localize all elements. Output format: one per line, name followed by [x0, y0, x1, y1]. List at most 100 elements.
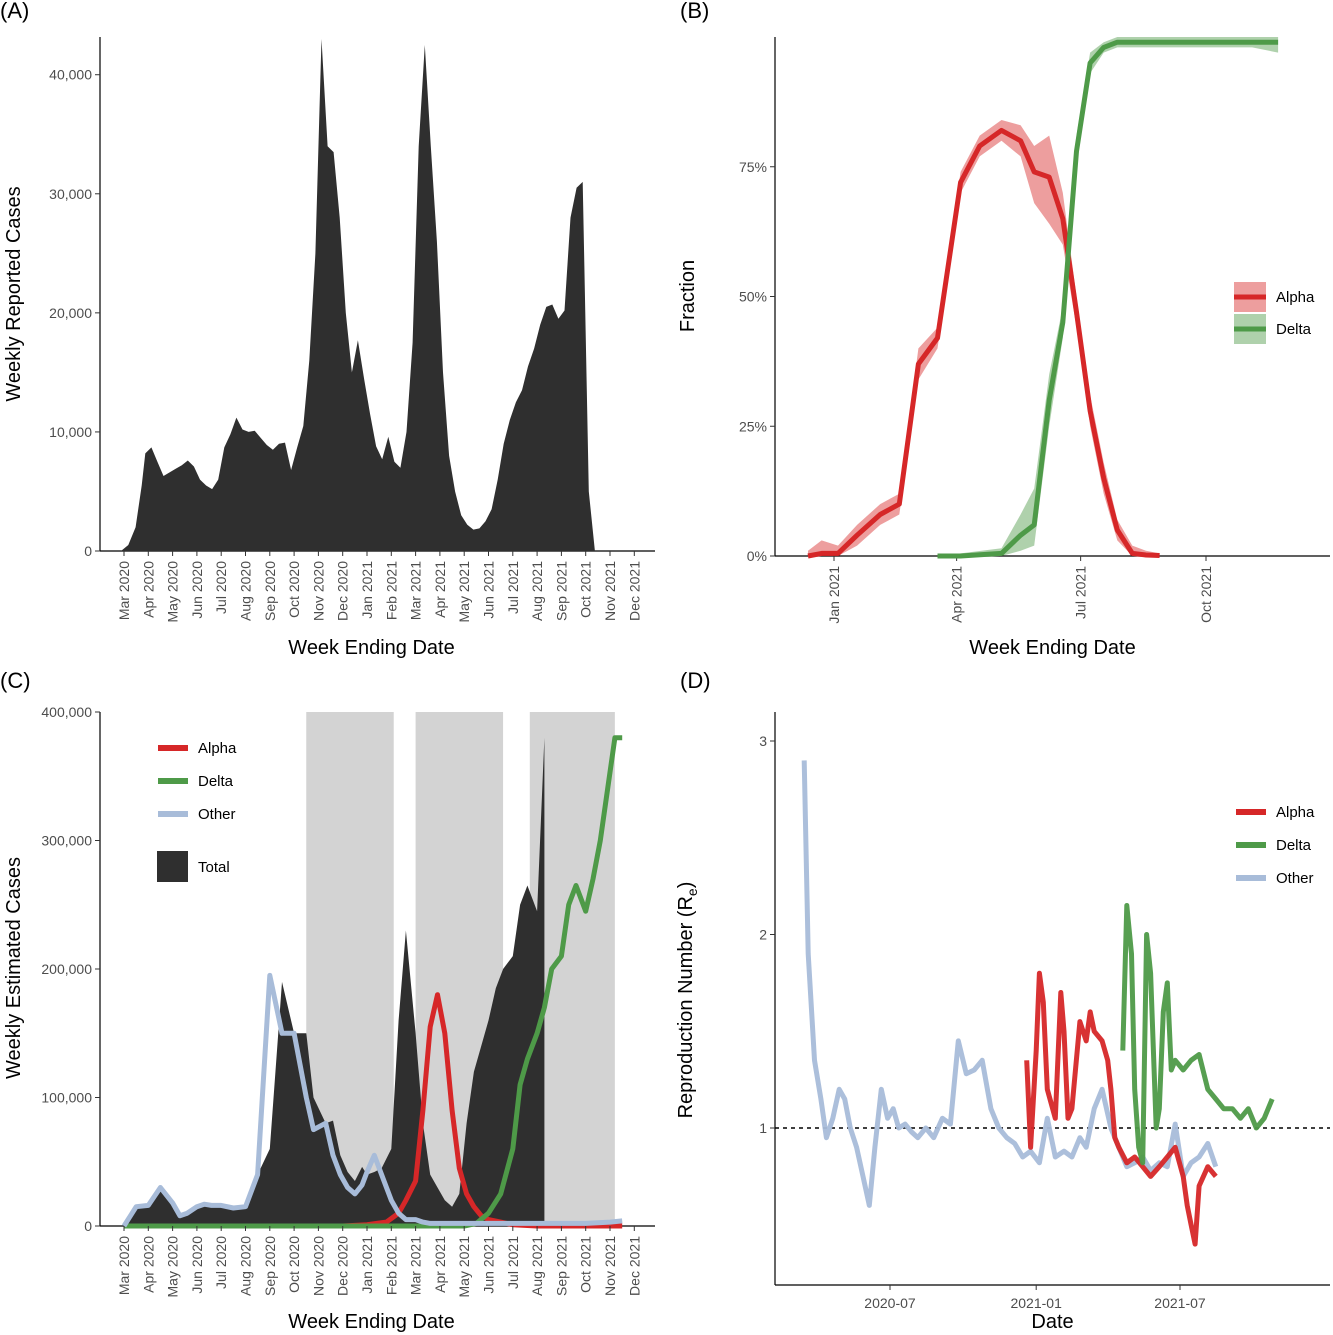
delta-line [1120, 903, 1275, 1166]
y-axis-title: Reproduction Number (Re) [675, 882, 700, 1119]
x-tick-label: Apr 2021 [949, 566, 965, 623]
cases-area [121, 39, 620, 551]
delta-ribbon [937, 37, 1279, 556]
x-tick-label: Sep 2020 [262, 1236, 278, 1296]
y-axis-title: Fraction [677, 260, 699, 332]
y-tick-label: 200,000 [41, 961, 92, 977]
x-axis-title: Date [1031, 1311, 1073, 1333]
y-tick-label: 400,000 [41, 704, 92, 720]
legend-label-total: Total [198, 859, 230, 876]
delta-line [124, 735, 623, 1229]
x-tick-label: Aug 2021 [529, 561, 545, 621]
x-tick-label: Jul 2021 [505, 1236, 521, 1289]
legend-label-alpha: Alpha [1276, 804, 1315, 821]
x-axis-title: Week Ending Date [288, 1311, 454, 1333]
x-tick-label: Jun 2020 [189, 1236, 205, 1294]
y-tick-label: 30,000 [49, 186, 92, 202]
x-tick-label: 2020-07 [864, 1295, 916, 1311]
y-tick-label: 0% [747, 548, 767, 564]
y-tick-label: 0 [84, 1218, 92, 1234]
x-tick-label: Apr 2020 [140, 1236, 156, 1293]
x-tick-label: Aug 2020 [238, 561, 254, 621]
delta-line [937, 39, 1279, 559]
x-tick-label: Mar 2020 [116, 561, 132, 620]
x-tick-label: Nov 2021 [602, 1236, 618, 1296]
x-tick-label: Oct 2021 [578, 1236, 594, 1293]
x-tick-label: Dec 2020 [335, 1236, 351, 1296]
panel-d: (D) 1 2 3 2020-07 2021-01 2021-07 Alpha Delta Oth… [675, 668, 1330, 1333]
panel-c: (C) 0 100,000 200,000 300,000 400,000 Mar 2020… [0, 668, 655, 1333]
panel-letter: (A) [0, 0, 29, 23]
x-axis-title: Week Ending Date [969, 637, 1135, 659]
x-tick-label: Mar 2021 [408, 1236, 424, 1295]
x-tick-label: Jan 2021 [359, 1236, 375, 1294]
x-tick-label: Sep 2020 [262, 561, 278, 621]
legend-label-alpha: Alpha [198, 740, 237, 757]
y-tick-label: 3 [759, 733, 767, 749]
y-tick-label: 25% [739, 418, 767, 434]
panel-a: (A) 0 10,000 20,000 30,000 40,000 Mar 2020 Apr … [0, 0, 655, 659]
panel-letter: (D) [680, 668, 711, 693]
y-tick-label: 100,000 [41, 1090, 92, 1106]
x-tick-label: Apr 2021 [432, 561, 448, 618]
x-tick-label: May 2021 [456, 561, 472, 623]
x-tick-label: Nov 2020 [310, 1236, 326, 1296]
y-axis-title: Weekly Estimated Cases [3, 857, 25, 1079]
panel-b: (B) 0% 25% 50% 75% Jan 2021 Apr 2021 Jul 2021 Oc… [677, 0, 1330, 659]
y-tick-label: 50% [739, 289, 767, 305]
x-tick-label: Jun 2020 [189, 561, 205, 619]
legend: Alpha Delta Other Total [157, 740, 237, 882]
x-tick-label: Mar 2021 [408, 561, 424, 620]
y-tick-label: 20,000 [49, 305, 92, 321]
x-tick-label: May 2021 [456, 1236, 472, 1298]
x-tick-label: Feb 2021 [383, 561, 399, 620]
x-tick-label: 2021-01 [1010, 1295, 1062, 1311]
legend: Alpha Delta [1234, 282, 1315, 344]
x-tick-label: Jun 2021 [481, 1236, 497, 1294]
x-tick-label: Jun 2021 [481, 561, 497, 619]
x-tick-label: Jan 2021 [359, 561, 375, 619]
x-tick-label: May 2020 [165, 561, 181, 623]
x-tick-label: Nov 2021 [602, 561, 618, 621]
x-tick-label: Jul 2020 [213, 1236, 229, 1289]
legend: Alpha Delta Other [1236, 804, 1315, 887]
x-tick-label: 2021-07 [1154, 1295, 1206, 1311]
x-tick-label: Feb 2021 [383, 1236, 399, 1295]
y-tick-label: 75% [739, 159, 767, 175]
y-axis-title: Weekly Reported Cases [3, 186, 25, 401]
x-tick-label: Mar 2020 [116, 1236, 132, 1295]
legend-label-delta: Delta [198, 773, 234, 790]
x-tick-label: May 2020 [165, 1236, 181, 1298]
x-tick-label: Dec 2021 [626, 1236, 642, 1296]
x-tick-label: Oct 2021 [1198, 566, 1214, 623]
panel-letter: (C) [0, 668, 31, 693]
alpha-line [807, 127, 1160, 559]
y-tick-label: 300,000 [41, 833, 92, 849]
legend-label-delta: Delta [1276, 837, 1312, 854]
total-area [124, 737, 545, 1226]
x-tick-label: Nov 2020 [310, 561, 326, 621]
x-tick-label: Dec 2021 [626, 561, 642, 621]
x-tick-label: Jul 2020 [213, 561, 229, 614]
x-tick-label: Dec 2020 [335, 561, 351, 621]
legend-swatch-total [157, 851, 188, 882]
x-tick-label: Apr 2021 [432, 1236, 448, 1293]
legend-label-other: Other [1276, 870, 1314, 887]
legend-label-delta: Delta [1276, 321, 1312, 338]
other-line [801, 760, 1219, 1208]
other-line [121, 972, 623, 1228]
x-tick-label: Sep 2021 [553, 1236, 569, 1296]
x-tick-label: Oct 2020 [286, 561, 302, 618]
panel-letter: (B) [680, 0, 709, 23]
y-tick-label: 10,000 [49, 424, 92, 440]
x-tick-label: Oct 2021 [578, 561, 594, 618]
x-tick-label: Jan 2021 [826, 566, 842, 624]
y-tick-label: 2 [759, 927, 767, 943]
x-tick-label: Sep 2021 [553, 561, 569, 621]
legend-label-other: Other [198, 806, 236, 823]
legend-label-alpha: Alpha [1276, 289, 1315, 306]
y-tick-label: 40,000 [49, 67, 92, 83]
y-tick-label: 0 [84, 543, 92, 559]
x-tick-label: Jul 2021 [505, 561, 521, 614]
